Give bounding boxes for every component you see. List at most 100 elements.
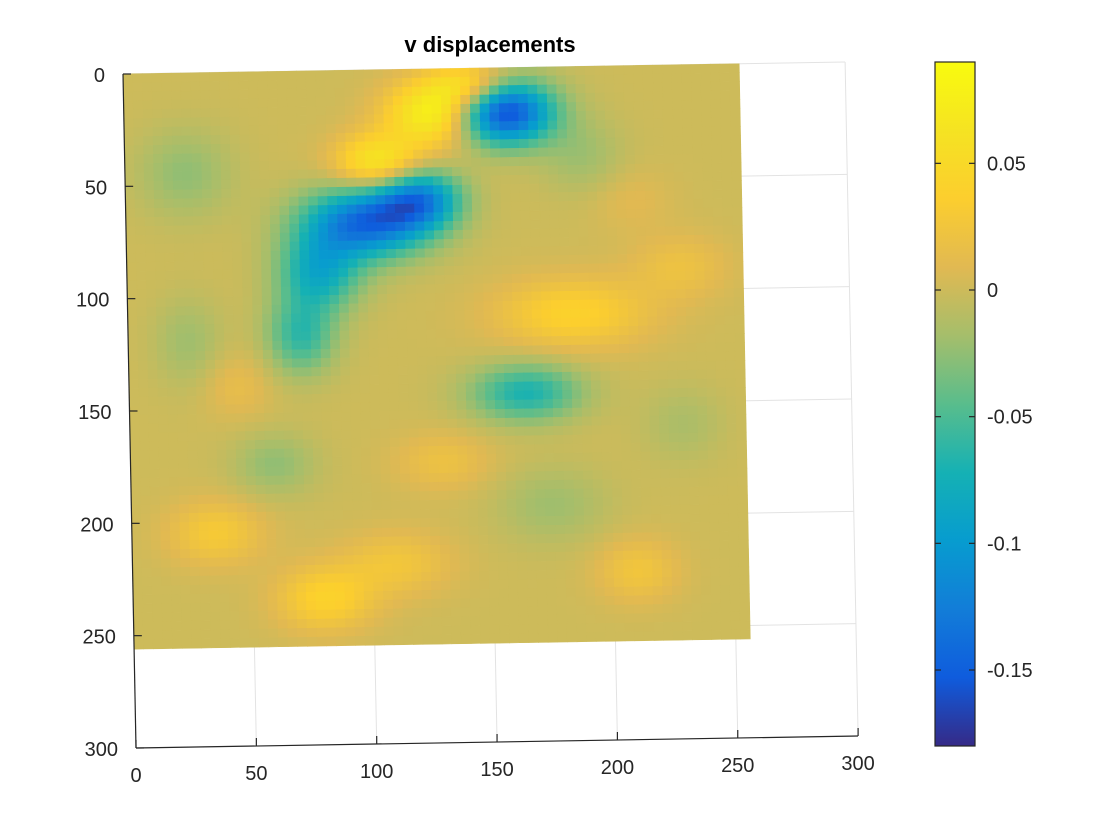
heatmap-cell (545, 524, 556, 535)
heatmap-cell (238, 575, 249, 585)
heatmap-cell (538, 147, 549, 158)
heatmap-cell (286, 556, 297, 567)
heatmap-cell (691, 100, 702, 110)
heatmap-cell (530, 246, 541, 257)
heatmap-cell (141, 549, 152, 560)
heatmap-cell (676, 298, 687, 308)
heatmap-cell (400, 482, 411, 493)
heatmap-cell (173, 198, 184, 209)
heatmap-cell (388, 383, 400, 394)
heatmap-cell (325, 79, 336, 89)
heatmap-cell (423, 212, 435, 223)
heatmap-cell (678, 414, 689, 425)
heatmap-cell (469, 589, 481, 599)
heatmap-cell (577, 209, 589, 220)
heatmap-cell (290, 277, 301, 288)
heatmap-cell (318, 223, 329, 233)
heatmap-cell (591, 407, 602, 418)
heatmap-cell (159, 495, 171, 506)
heatmap-cell (687, 396, 698, 407)
heatmap-cell (148, 405, 159, 416)
heatmap-cell (132, 585, 143, 596)
heatmap-cell (528, 633, 539, 643)
heatmap-cell (334, 546, 345, 557)
heatmap-cell (570, 299, 581, 310)
heatmap-cell (513, 381, 525, 392)
heatmap-cell (395, 239, 406, 250)
heatmap-cell (568, 191, 579, 202)
heatmap-cell (422, 122, 433, 133)
heatmap-cell (469, 94, 481, 105)
heatmap-cell (159, 468, 170, 479)
heatmap-cell (155, 252, 166, 263)
heatmap-cell (681, 82, 692, 92)
heatmap-cell (381, 518, 393, 529)
heatmap-cell (700, 549, 711, 560)
heatmap-cell (673, 163, 684, 174)
heatmap-cell (372, 527, 383, 538)
heatmap-cell (243, 341, 254, 351)
heatmap-cell (588, 236, 599, 247)
heatmap-cell (411, 590, 423, 600)
heatmap-cell (605, 119, 616, 130)
heatmap-cell (523, 390, 535, 401)
heatmap-cell (587, 200, 598, 211)
heatmap-cell (263, 367, 274, 378)
heatmap-cell (347, 249, 359, 260)
heatmap-cell (430, 77, 442, 88)
heatmap-cell (450, 104, 462, 114)
heatmap-cell (277, 88, 288, 99)
heatmap-cell (327, 204, 338, 215)
heatmap-cell (685, 270, 696, 281)
heatmap-cell (179, 504, 190, 514)
heatmap-cell (667, 379, 679, 389)
heatmap-cell (200, 593, 211, 604)
heatmap-cell (537, 614, 549, 625)
heatmap-cell (437, 400, 448, 411)
heatmap-cell (575, 74, 586, 85)
heatmap-cell (576, 155, 588, 166)
heatmap-cell (178, 477, 190, 487)
heatmap-cell (626, 217, 637, 228)
heatmap-cell (374, 635, 385, 646)
heatmap-cell (267, 98, 279, 108)
heatmap-cell (498, 67, 509, 78)
heatmap-cell (369, 384, 380, 394)
heatmap-cell (649, 397, 660, 408)
heatmap-cell (733, 288, 745, 298)
heatmap-cell (592, 479, 604, 489)
heatmap-cell (165, 270, 176, 281)
heatmap-cell (390, 500, 402, 511)
heatmap-cell (171, 594, 182, 604)
heatmap-cell (649, 442, 661, 453)
heatmap-cell (356, 213, 367, 224)
heatmap-cell (624, 119, 635, 129)
heatmap-cell (740, 629, 751, 640)
heatmap-cell (279, 214, 290, 225)
heatmap-cell (508, 597, 519, 608)
heatmap-cell (192, 171, 203, 182)
heatmap-cell (553, 434, 564, 445)
heatmap-cell (623, 92, 635, 102)
heatmap-cell (650, 451, 661, 462)
heatmap-cell (585, 119, 597, 130)
heatmap-cell (616, 218, 628, 228)
heatmap-cell (371, 464, 382, 475)
heatmap-cell (369, 375, 380, 385)
heatmap-cell (208, 512, 219, 523)
heatmap-cell (276, 574, 288, 585)
heatmap-cell (661, 532, 672, 542)
heatmap-cell (329, 321, 341, 332)
heatmap-cell (464, 301, 475, 312)
heatmap-cell (529, 192, 540, 203)
heatmap-cell (151, 585, 163, 596)
heatmap-cell (422, 131, 433, 142)
heatmap-cell (603, 550, 615, 561)
heatmap-cell (140, 477, 151, 488)
heatmap-cell (732, 234, 743, 244)
heatmap-cell (552, 390, 563, 400)
heatmap-cell (476, 463, 488, 473)
heatmap-cell (131, 531, 142, 542)
heatmap-cell (566, 596, 577, 607)
heatmap-cell (658, 388, 669, 399)
